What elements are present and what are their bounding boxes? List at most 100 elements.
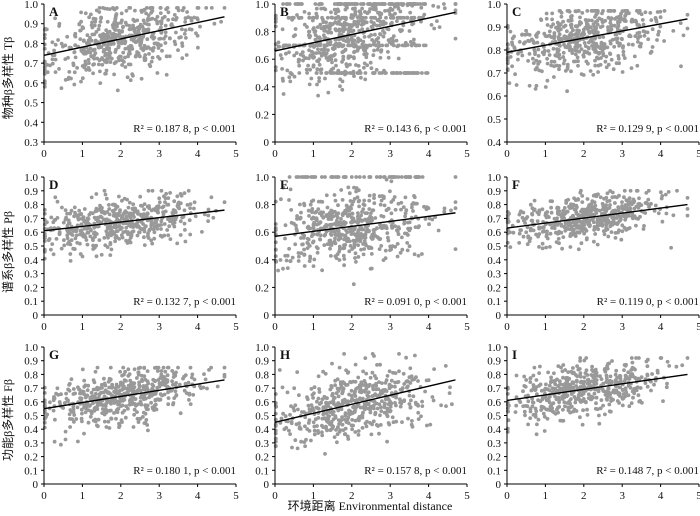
scatter-point (407, 244, 412, 249)
scatter-point (541, 225, 546, 229)
scatter-point (600, 11, 604, 16)
scatter-point (48, 63, 52, 68)
scatter-point (578, 15, 582, 20)
scatter-point (685, 207, 690, 211)
scatter-point (160, 205, 165, 210)
scatter-point (320, 213, 324, 218)
scatter-point (570, 51, 575, 55)
scatter-point (374, 175, 379, 179)
scatter-point (370, 370, 375, 375)
scatter-point (133, 39, 138, 44)
y-tick-label: 0.2 (255, 282, 269, 294)
scatter-point (163, 200, 167, 205)
scatter-point (128, 240, 133, 245)
scatter-point (97, 23, 102, 28)
scatter-point (122, 372, 126, 377)
scatter-point (540, 246, 545, 251)
scatter-point (374, 423, 379, 427)
scatter-point (357, 397, 362, 402)
scatter-point (141, 18, 146, 23)
scatter-point (685, 12, 690, 17)
scatter-point (381, 34, 386, 39)
scatter-point (363, 356, 368, 360)
scatter-point (597, 50, 602, 55)
scatter-point (378, 423, 383, 427)
scatter-point (126, 205, 131, 210)
scatter-point (186, 380, 191, 385)
scatter-point (631, 200, 636, 205)
scatter-point (114, 13, 119, 18)
scatter-point (381, 258, 386, 262)
scatter-point (607, 402, 612, 407)
scatter-point (629, 66, 634, 70)
scatter-point (307, 48, 311, 53)
scatter-point (414, 175, 419, 179)
scatter-point (578, 415, 582, 420)
scatter-point (579, 209, 583, 214)
panel-letter: A (49, 4, 59, 19)
scatter-point (349, 175, 354, 179)
scatter-point (145, 37, 150, 42)
scatter-point (211, 215, 216, 220)
scatter-point (449, 208, 453, 213)
y-tick-label: 0.6 (255, 397, 269, 409)
scatter-point (352, 38, 357, 43)
scatter-point (505, 42, 510, 46)
scatter-point (339, 43, 344, 48)
scatter-point (649, 49, 654, 54)
scatter-point (343, 411, 348, 416)
scatter-point (278, 258, 283, 262)
scatter-point (325, 15, 330, 20)
scatter-point (422, 204, 426, 209)
scatter-point (120, 235, 125, 240)
scatter-point (142, 395, 147, 399)
scatter-point (416, 417, 421, 421)
scatter-point (606, 234, 611, 239)
scatter-point (79, 396, 84, 401)
scatter-point (545, 78, 550, 83)
scatter-point (578, 359, 582, 363)
scatter-point (135, 50, 140, 54)
scatter-point (132, 210, 137, 214)
scatter-point (360, 210, 364, 214)
scatter-point (330, 229, 334, 233)
scatter-point (198, 24, 202, 29)
scatter-point (356, 375, 361, 380)
scatter-point (320, 430, 324, 435)
scatter-point (551, 46, 556, 51)
scatter-point (295, 446, 300, 451)
scatter-point (627, 33, 632, 38)
scatter-point (362, 61, 367, 66)
scatter-point (386, 55, 391, 60)
scatter-point (114, 47, 118, 52)
scatter-point (608, 203, 612, 207)
scatter-point (583, 25, 588, 30)
scatter-point (372, 193, 376, 197)
scatter-point (166, 217, 170, 222)
scatter-point (308, 43, 313, 48)
scatter-point (353, 251, 358, 256)
scatter-point (125, 197, 129, 202)
scatter-point (650, 45, 655, 49)
scatter-point (277, 368, 282, 372)
scatter-point (288, 71, 293, 75)
scatter-point (403, 195, 408, 200)
scatter-point (514, 83, 519, 87)
scatter-point (141, 415, 145, 419)
scatter-point (145, 379, 150, 384)
scatter-point (352, 13, 356, 17)
scatter-point (346, 399, 350, 404)
scatter-point (66, 218, 71, 223)
scatter-point (351, 282, 356, 287)
scatter-point (139, 373, 144, 378)
scatter-point (127, 372, 132, 377)
scatter-point (390, 226, 394, 230)
scatter-point (634, 223, 638, 228)
scatter-point (111, 41, 116, 46)
scatter-point (155, 369, 160, 373)
scatter-point (352, 391, 357, 396)
scatter-point (370, 38, 374, 42)
scatter-point (180, 44, 185, 48)
scatter-point (86, 40, 90, 45)
